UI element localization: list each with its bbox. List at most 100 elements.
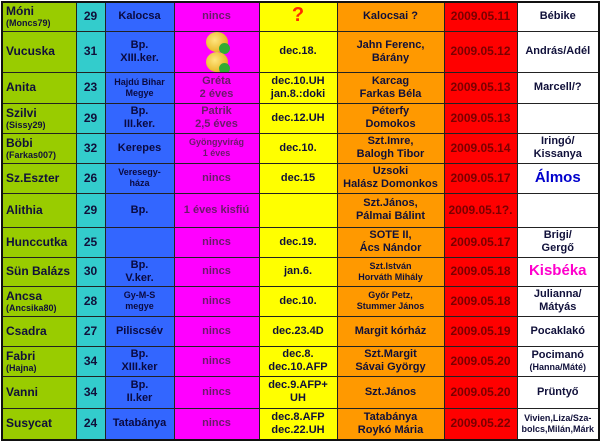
birth-date-cell-text: 2009.05.1?. [448,202,513,217]
name-cell-text: Vucuska [6,44,55,58]
baby-name-cell: András/Adél [516,30,600,73]
birth-date-cell-text: 2009.05.18 [450,293,511,308]
nickname: (Moncs79) [6,18,51,29]
name-cell-text: Ancsa [6,288,43,303]
age-cell: 32 [75,132,106,164]
children-cell [173,30,260,73]
age-cell: 34 [75,345,106,377]
baby-name-cell: Iringó/ Kissanya [516,132,600,164]
due-date-cell [258,192,338,228]
age-cell: 30 [75,256,106,287]
hospital-cell: Győr Petz, Stummer János [336,285,445,317]
age-cell-text: 34 [83,384,98,399]
hospital-cell-text: Karcag Farkas Béla [359,74,422,100]
baby-name-cell: Bébike [516,1,600,32]
name-cell-text: Böbi [6,135,33,150]
hospital-cell-text: Jahn Ferenc, Bárány [356,38,425,64]
children-cell-text: 1 éves kisfiú [183,203,250,216]
birth-date-cell: 2009.05.11 [443,1,518,32]
children-cell-text: Gyöngyvirág 1 éves [188,137,244,158]
due-date-cell-text: dec.10. [279,294,317,307]
table-row: Szilvi (Sissy29) 29 Bp. III.ker. Patrik 2,5 … [1,102,600,134]
birth-date-cell: 2009.05.20 [443,345,518,377]
baby-name-cell: Pocimanó (Hanna/Máté) [516,345,600,377]
hospital-cell-text: Tatabánya Roykó Mária [357,410,424,436]
due-date-cell: dec.10.UH jan.8.:doki [258,71,338,104]
age-cell: 24 [75,407,106,441]
birth-date-cell-text: 2009.05.11 [450,9,511,24]
city-cell [104,226,175,258]
name-cell: Anita [1,71,77,104]
name-cell: Fabri (Hajna) [1,345,77,377]
children-cell: nincs [173,315,260,347]
baby-name-cell [516,102,600,134]
hospital-cell-text: Uzsoki Halász Domonkos [343,165,438,190]
city-cell-text: Kalocsa [118,10,161,23]
baby-name-cell: Brigi/ Gergő [516,226,600,258]
name-cell-text: Szilvi [6,105,37,120]
hospital-cell-text: Győr Petz, Stummer János [356,290,425,311]
children-cell-text: nincs [202,324,231,337]
due-date-cell-text: ? [291,3,305,26]
children-cell: Gyöngyvirág 1 éves [173,132,260,164]
due-date-cell: dec.8. dec.10.AFP [258,345,338,377]
children-cell-text: nincs [202,417,231,430]
hospital-cell-text: Péterfy Domokos [365,105,416,130]
name-cell: Vanni [1,375,77,409]
age-cell-text: 29 [83,202,98,217]
birth-date-cell-text: 2009.05.12 [450,44,511,58]
birth-date-cell: 2009.05.17 [443,162,518,194]
age-cell: 27 [75,315,106,347]
age-cell-text: 34 [83,353,98,368]
hospital-cell-text: Margit kórház [354,324,427,337]
baby-name-cell-text: Kisbéka [528,262,587,279]
age-cell: 26 [75,162,106,194]
due-date-cell: dec.23.4D [258,315,338,347]
hospital-cell: Margit kórház [336,315,445,347]
birth-date-cell-text: 2009.05.17 [450,234,511,249]
age-cell-text: 31 [83,44,98,58]
due-date-cell-text: dec.19. [279,235,317,248]
table-row: Fabri (Hajna) 34 Bp. XIII.ker nincs dec.8. de… [1,345,600,377]
children-cell-text: nincs [202,171,231,184]
children-cell: Patrik 2,5 éves [173,102,260,134]
name-cell-text: Csadra [6,323,47,338]
birth-date-cell-text: 2009.05.13 [450,80,511,94]
age-cell-text: 27 [83,323,98,338]
children-cell-text: nincs [202,385,231,398]
city-cell: Tatabánya [104,407,175,441]
age-cell: 23 [75,71,106,104]
birth-date-cell: 2009.05.1?. [443,192,518,228]
smiley-icon [205,51,230,71]
children-cell-text: nincs [202,235,231,248]
city-cell: Piliscsév [104,315,175,347]
due-date-cell: dec.15 [258,162,338,194]
baby-name-cell: Vivien,Liza/Sza- bolcs,Milán,Márk [516,407,600,441]
children-cell: 1 éves kisfiú [173,192,260,228]
city-cell-text: Bp. XIII.ker [121,348,158,373]
nickname: (Sissy29) [6,119,46,130]
birth-date-cell-text: 2009.05.13 [450,110,511,125]
baby-name-cell-text: Bébike [539,10,576,23]
children-cell: nincs [173,375,260,409]
age-cell: 29 [75,192,106,228]
hospital-cell-text: Szt.István Horváth Mihály [358,260,423,282]
birth-date-cell: 2009.05.14 [443,132,518,164]
nickname: (Hajna) [6,362,37,373]
name-cell-text: Hunccutka [6,234,68,249]
baby-name-cell: Kisbéka [516,256,600,287]
city-cell-text: Bp. II.ker [126,379,153,404]
age-cell-text: 29 [83,110,98,125]
city-cell: Bp. [104,192,175,228]
birth-date-cell-text: 2009.05.20 [450,384,511,399]
due-date-cell: dec.10. [258,132,338,164]
birth-date-cell: 2009.05.12 [443,30,518,73]
hospital-cell: Jahn Ferenc, Bárány [336,30,445,73]
children-cell-text: nincs [202,10,231,23]
city-cell: Hajdú Bihar Megye [104,71,175,104]
name-cell-text: Fabri [6,348,36,363]
children-cell: nincs [173,226,260,258]
baby-name-cell [516,192,600,228]
hospital-cell: Szt.Imre, Balogh Tibor [336,132,445,164]
due-date-cell: dec.9.AFP+ UH [258,375,338,409]
